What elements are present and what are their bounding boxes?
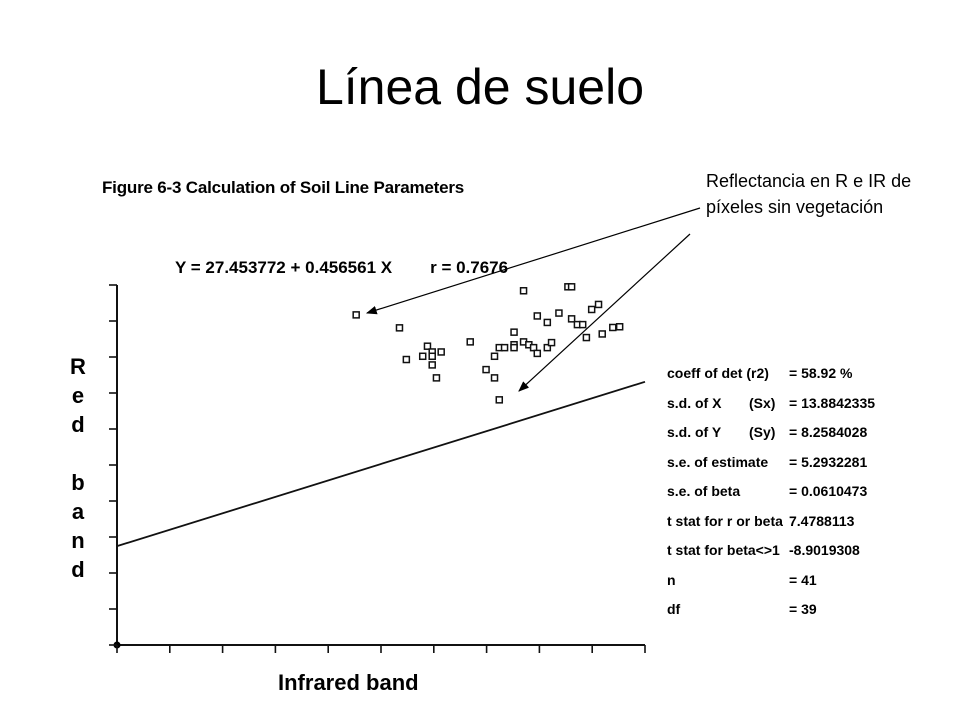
data-point <box>352 311 360 319</box>
data-point <box>578 320 587 329</box>
data-point <box>466 338 474 346</box>
stat-name: df <box>667 601 681 617</box>
regression-line-group <box>116 380 646 548</box>
data-point <box>555 309 563 317</box>
stat-value: = 41 <box>789 571 817 588</box>
data-point <box>432 374 441 382</box>
slide-title: Línea de suelo <box>315 59 645 115</box>
data-point <box>510 328 518 336</box>
data-point <box>533 349 542 358</box>
data-point <box>490 352 499 361</box>
stat-name: s.d. of Y <box>667 424 722 440</box>
data-point <box>428 352 436 361</box>
data-point <box>587 305 596 314</box>
equation-text: Y = 27.453772 + 0.456561 X <box>175 258 393 277</box>
stat-value: = 8.2584028 <box>789 424 868 440</box>
figure-caption: Figure 6-3 Calculation of Soil Line Para… <box>102 178 465 197</box>
data-point <box>609 323 617 332</box>
data-point <box>395 324 404 332</box>
data-point <box>543 343 552 352</box>
stat-name: s.d. of X <box>667 394 722 411</box>
stat-value: = 39 <box>789 601 817 617</box>
arrow-to-lower-point <box>518 233 691 392</box>
stat-value: = 58.92 % <box>789 365 853 381</box>
y-axis-label-letter: n <box>71 528 85 553</box>
data-point <box>594 300 603 309</box>
regression-line <box>116 380 646 548</box>
stat-value: = 0.0610473 <box>789 483 868 499</box>
y-axis-label-gap <box>66 439 90 468</box>
stat-name: coeff of det (r2) <box>667 365 769 381</box>
stat-name: s.e. of estimate <box>667 453 769 470</box>
data-point <box>567 315 576 323</box>
data-point <box>418 352 427 361</box>
data-point <box>437 348 445 356</box>
stat-name: t stat for beta<>1 <box>667 542 780 558</box>
annotation-text: Reflectancia en R e IR de píxeles sin ve… <box>706 171 912 217</box>
stat-name: n <box>667 571 676 588</box>
regression-equation: Y = 27.453772 + 0.456561 X r = 0.7676 <box>175 258 508 278</box>
data-point <box>495 396 504 404</box>
y-axis-label-letter: b <box>71 470 85 495</box>
data-point <box>490 374 499 382</box>
y-axis-label-letter: R <box>70 354 86 379</box>
data-point <box>428 361 436 369</box>
stat-value: -8.9019308 <box>789 542 860 558</box>
y-axis-label-letter: a <box>71 499 85 524</box>
data-point <box>423 342 432 350</box>
data-point <box>482 365 490 374</box>
data-point <box>567 283 576 291</box>
data-point <box>615 323 624 331</box>
y-axis-label-letter: d <box>71 557 85 582</box>
data-point <box>543 318 552 327</box>
stat-name: t stat for r or beta <box>667 512 783 529</box>
stat-value: 7.4788113 <box>789 512 855 529</box>
data-point <box>582 333 591 342</box>
data-point <box>510 343 518 352</box>
x-axis-label: Infrared band <box>278 670 419 695</box>
stat-symbol: (Sx) <box>749 394 776 411</box>
arrow-to-left-point <box>365 207 701 315</box>
axes <box>109 284 646 653</box>
correlation-text: r = 0.7676 <box>430 258 509 277</box>
stat-value: = 5.2932281 <box>789 453 868 470</box>
data-points <box>352 283 624 404</box>
data-point <box>519 287 528 295</box>
data-point <box>533 312 542 320</box>
y-axis-label-letter: d <box>71 412 85 437</box>
annotation-arrows <box>365 207 701 392</box>
stat-name: s.e. of beta <box>667 483 741 499</box>
stat-symbol: (Sy) <box>749 424 776 440</box>
data-point <box>598 330 606 338</box>
y-axis-label-letter: e <box>71 383 85 408</box>
data-point <box>500 343 509 352</box>
data-point <box>402 355 411 364</box>
data-point <box>547 338 556 347</box>
stat-value: = 13.8842335 <box>789 394 876 411</box>
